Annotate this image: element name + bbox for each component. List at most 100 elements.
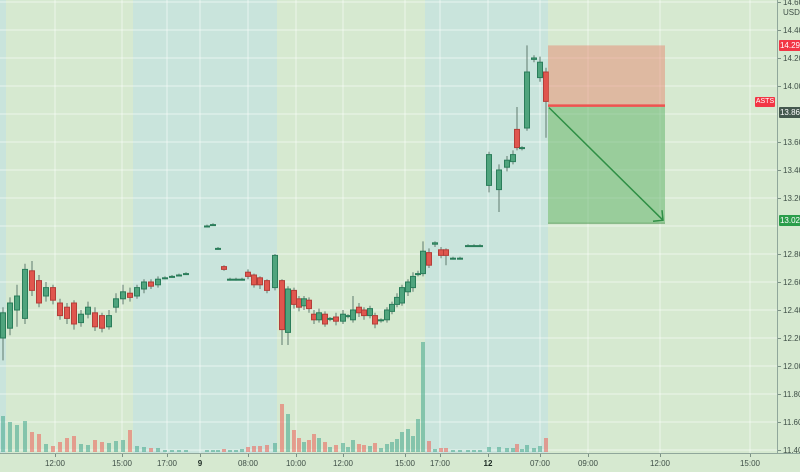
volume-bar bbox=[128, 430, 132, 452]
volume-bar bbox=[23, 421, 27, 452]
time-tick-label: 12:00 bbox=[332, 459, 354, 468]
candle-body bbox=[215, 247, 221, 250]
candle-body bbox=[378, 319, 384, 322]
candle-body bbox=[43, 287, 49, 297]
candle-body bbox=[264, 280, 270, 291]
price-tickmark bbox=[778, 282, 781, 283]
candle-body bbox=[504, 159, 510, 168]
price-tickmark bbox=[778, 450, 781, 451]
candle-body bbox=[296, 298, 302, 308]
candle-body bbox=[22, 268, 28, 319]
target-price-label: 13.02 bbox=[779, 215, 800, 226]
candle-body bbox=[486, 154, 492, 186]
time-tick-label: 08:00 bbox=[237, 459, 259, 468]
candle-body bbox=[443, 249, 449, 256]
candle-body bbox=[204, 225, 210, 228]
volume-bar bbox=[58, 442, 62, 452]
candle-body bbox=[477, 245, 483, 248]
volume-bar bbox=[497, 447, 501, 452]
volume-bar bbox=[163, 450, 167, 452]
volume-bar bbox=[341, 443, 345, 452]
stop-price-label: 14.29 bbox=[779, 40, 800, 51]
volume-bar bbox=[451, 450, 455, 452]
volume-bar bbox=[30, 432, 34, 452]
time-tickmark bbox=[296, 454, 297, 457]
volume-bar bbox=[51, 446, 55, 452]
volume-bar bbox=[297, 438, 301, 452]
volume-bar bbox=[8, 422, 12, 452]
price-tick-label: 11.80 bbox=[783, 390, 800, 399]
time-tick-label: 15:00 bbox=[394, 459, 416, 468]
volume-bar bbox=[252, 446, 256, 452]
volume-bar bbox=[439, 448, 443, 452]
time-tickmark bbox=[588, 454, 589, 457]
volume-bar bbox=[385, 444, 389, 452]
price-tickmark bbox=[778, 2, 781, 3]
volume-bar bbox=[416, 419, 420, 452]
time-tick-label: 15:00 bbox=[111, 459, 133, 468]
price-tick-label: 14.00 bbox=[783, 82, 800, 91]
time-tick-label: 17:00 bbox=[429, 459, 451, 468]
volume-bar bbox=[72, 436, 76, 452]
volume-bar bbox=[544, 438, 548, 452]
candle-body bbox=[426, 252, 432, 266]
time-tick-label: 09:00 bbox=[577, 459, 599, 468]
candle-body bbox=[71, 302, 77, 325]
volume-bar bbox=[142, 447, 146, 452]
candle-body bbox=[316, 312, 322, 321]
volume-bar bbox=[302, 442, 306, 452]
volume-bar bbox=[312, 434, 316, 452]
volume-bar bbox=[205, 450, 209, 452]
price-axis[interactable]: USD 14.60 14.40 14.20 14.00 13.60 13.40 13.20 1… bbox=[777, 0, 800, 455]
volume-bar bbox=[532, 448, 536, 452]
time-tickmark bbox=[750, 454, 751, 457]
time-tickmark bbox=[440, 454, 441, 457]
volume-bar bbox=[44, 444, 48, 452]
volume-bar bbox=[135, 446, 139, 452]
candle-body bbox=[279, 280, 285, 331]
time-axis[interactable]: 12:00 15:00 17:00 9 08:00 10:00 12:00 15:00 17:0… bbox=[0, 453, 800, 472]
volume-bar bbox=[234, 450, 238, 452]
candle-body bbox=[345, 315, 351, 318]
candle-body bbox=[327, 317, 333, 320]
time-tickmark bbox=[122, 454, 123, 457]
candle-body bbox=[432, 242, 438, 245]
price-tick-label: 12.40 bbox=[783, 306, 800, 315]
volume-bar bbox=[79, 444, 83, 452]
candle-body bbox=[471, 245, 477, 248]
candle-body bbox=[78, 313, 84, 324]
volume-bar bbox=[328, 447, 332, 452]
volume-bar bbox=[379, 448, 383, 452]
volume-bar bbox=[520, 449, 524, 452]
candle-body bbox=[120, 291, 126, 300]
price-tickmark bbox=[778, 86, 781, 87]
candle-body bbox=[372, 315, 378, 325]
price-tick-label: 12.60 bbox=[783, 278, 800, 287]
volume-bar bbox=[515, 444, 519, 452]
volume-bar bbox=[487, 447, 491, 452]
candle-body bbox=[251, 274, 257, 286]
candle-body bbox=[405, 281, 411, 293]
candle-body bbox=[531, 57, 537, 60]
price-tick-label: 12.20 bbox=[783, 334, 800, 343]
volume-bar bbox=[107, 443, 111, 452]
time-tickmark bbox=[405, 454, 406, 457]
volume-bar bbox=[246, 447, 250, 452]
volume-bar bbox=[1, 416, 5, 452]
volume-bar bbox=[511, 448, 515, 452]
volume-bar bbox=[505, 448, 509, 452]
price-tickmark bbox=[778, 394, 781, 395]
volume-bar bbox=[466, 450, 470, 452]
volume-bar bbox=[406, 429, 410, 452]
candle-body bbox=[340, 313, 346, 322]
volume-bar bbox=[433, 449, 437, 452]
candle-body bbox=[134, 287, 140, 297]
candle-body bbox=[233, 278, 239, 281]
candle-body bbox=[50, 287, 56, 301]
volume-bar bbox=[222, 449, 226, 452]
price-tick-label: 13.60 bbox=[783, 138, 800, 147]
volume-bar bbox=[149, 448, 153, 452]
volume-bar bbox=[240, 449, 244, 452]
